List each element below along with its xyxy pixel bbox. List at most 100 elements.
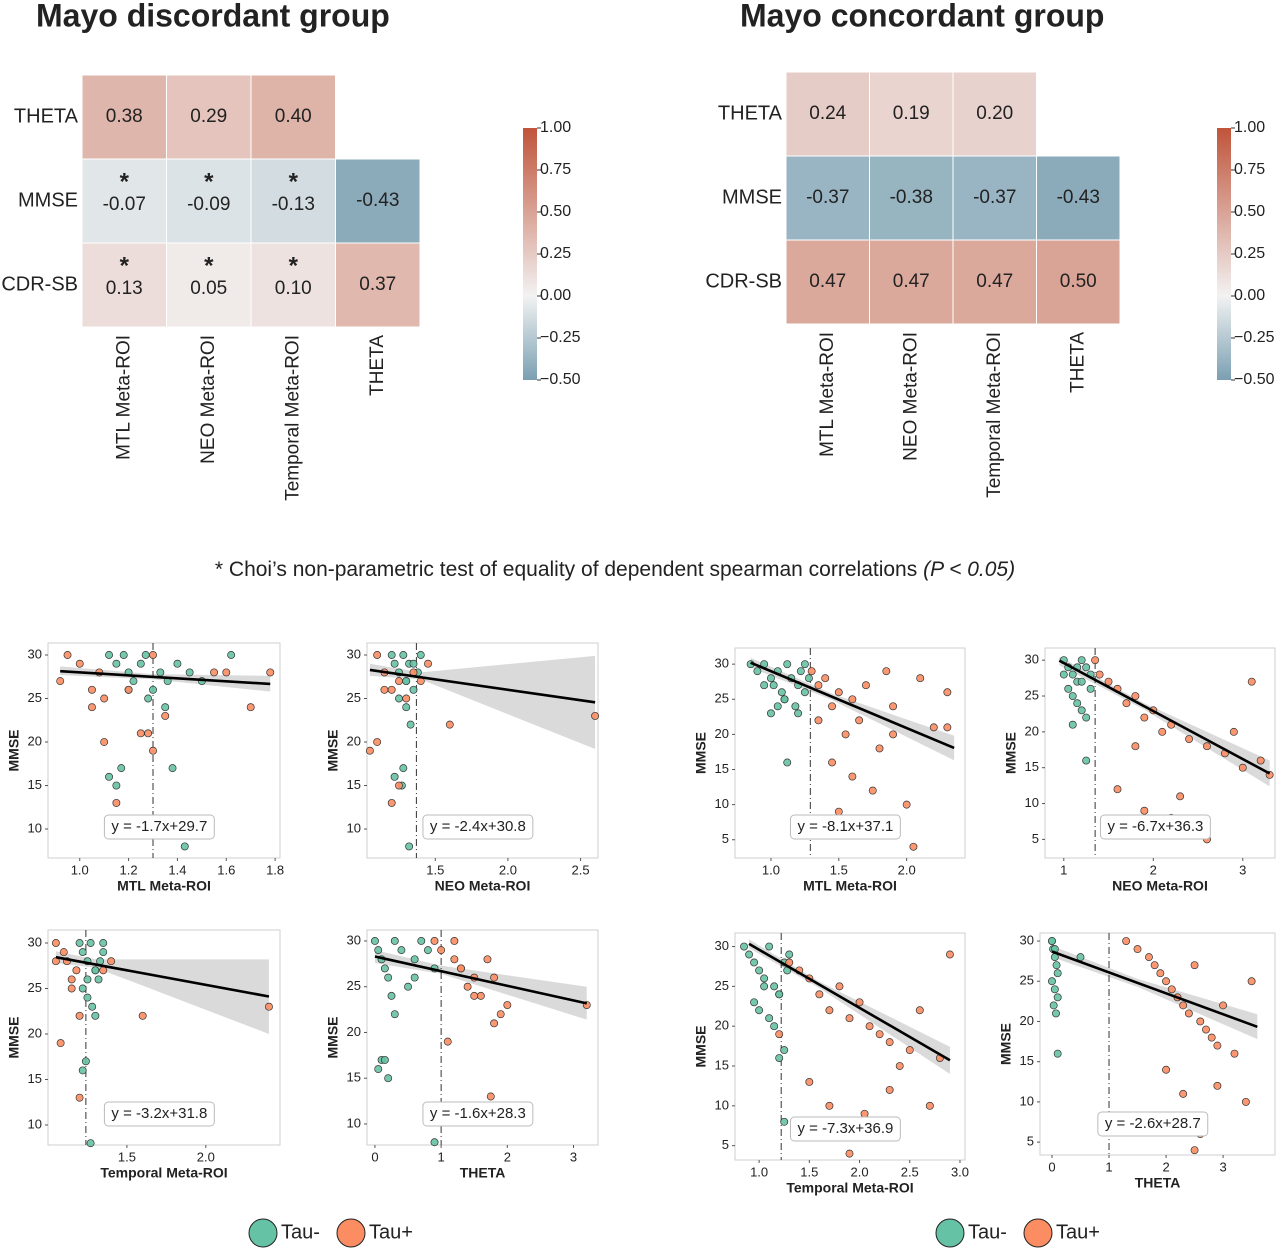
data-point [395, 781, 403, 790]
data-point [424, 659, 432, 668]
data-point [1052, 961, 1061, 970]
data-point [855, 998, 864, 1007]
y-tick-label: 25 [347, 978, 361, 993]
data-point [770, 1022, 779, 1031]
y-axis-label: MMSE [998, 1023, 1014, 1065]
data-point [1167, 985, 1176, 994]
equation-label: y = -3.2x+31.8 [111, 1105, 207, 1122]
data-point [1068, 720, 1077, 729]
y-tick-label: 15 [1020, 1053, 1034, 1068]
row-label: CDR-SB [705, 270, 782, 292]
heatmap-cell [81, 158, 167, 244]
colorbar-tick-label: 0.75 [540, 161, 571, 178]
data-point [1113, 785, 1122, 794]
data-point [387, 651, 396, 659]
heatmap-cell [869, 155, 954, 241]
y-tick-label: 5 [722, 831, 729, 846]
x-tick-label: 1 [1060, 862, 1067, 877]
data-point [785, 950, 794, 959]
data-point [889, 730, 898, 739]
heatmap-cell [1036, 239, 1121, 325]
regression-line [750, 661, 955, 750]
equation-label: y = -6.7x+36.3 [1107, 818, 1203, 835]
data-point [755, 966, 764, 975]
cell-value: -0.07 [103, 194, 146, 215]
x-axis-label: MTL Meta-ROI [117, 878, 211, 894]
data-point [1050, 985, 1059, 994]
data-point [777, 688, 786, 697]
y-axis-label: MMSE [693, 1026, 709, 1068]
data-point [783, 758, 792, 767]
heatmap-cell [250, 74, 336, 160]
colorbar [1217, 128, 1231, 380]
data-point [1179, 1089, 1188, 1098]
data-point [1122, 699, 1131, 708]
y-tick-label: 30 [1020, 932, 1034, 947]
colorbar-tick-label: 0.00 [540, 287, 571, 304]
data-point [1207, 1033, 1216, 1042]
data-point [815, 990, 824, 999]
y-tick-label: 20 [1020, 1013, 1034, 1028]
cell-value: 0.13 [106, 278, 143, 299]
significance-star: * [289, 252, 299, 279]
data-point [765, 942, 774, 951]
data-point [75, 939, 84, 947]
data-point [868, 786, 877, 795]
data-point [1095, 670, 1104, 679]
y-tick-label: 5 [1027, 1134, 1034, 1149]
legend-swatch [1023, 1218, 1053, 1248]
data-point [402, 677, 411, 686]
data-point [129, 677, 138, 686]
data-point [1158, 727, 1167, 736]
data-point [384, 1074, 393, 1083]
colorbar-tick-label: −0.50 [1234, 371, 1275, 388]
data-point [905, 1046, 914, 1055]
legend-swatch [248, 1218, 278, 1248]
y-axis-label: MMSE [325, 730, 341, 772]
y-tick-label: 20 [28, 733, 42, 748]
data-point [374, 946, 383, 955]
data-point [112, 659, 121, 668]
colorbar-tick-label: −0.50 [540, 371, 581, 388]
data-point [180, 842, 189, 851]
data-point [1203, 742, 1211, 751]
equation-box [789, 1116, 901, 1142]
data-point [1185, 735, 1194, 743]
data-point [483, 955, 492, 964]
row-label: CDR-SB [1, 273, 78, 295]
data-point [753, 667, 762, 676]
data-point [227, 651, 236, 659]
data-point [99, 948, 108, 957]
data-point [136, 659, 145, 668]
data-point [943, 688, 952, 697]
data-point [1162, 1065, 1171, 1074]
column-label: MTL Meta-ROI [817, 332, 838, 457]
equation-label: y = -7.3x+36.9 [797, 1120, 893, 1137]
data-point [124, 685, 133, 694]
data-point [775, 990, 784, 999]
x-axis-label: Temporal Meta-ROI [786, 1180, 913, 1196]
y-tick-label: 20 [347, 733, 361, 748]
data-point [1156, 969, 1165, 978]
y-tick-label: 30 [347, 646, 361, 661]
x-tick-label: 2 [504, 1149, 511, 1164]
regression-line [748, 942, 951, 1062]
data-point [889, 702, 898, 711]
colorbar-tick-label: 0.25 [540, 245, 571, 262]
cell-value: 0.20 [976, 103, 1013, 124]
data-point [265, 1002, 273, 1011]
equation-label: y = -2.6x+28.7 [1105, 1115, 1201, 1132]
x-tick-label: 1.0 [71, 862, 89, 877]
data-point [88, 1002, 97, 1011]
y-tick-label: 25 [715, 691, 729, 706]
data-point [755, 1006, 764, 1015]
data-point [1082, 663, 1091, 672]
data-point [1068, 670, 1077, 679]
data-point [828, 758, 836, 767]
x-tick-label: 1.6 [217, 862, 235, 877]
legend-label: Tau+ [369, 1221, 413, 1243]
regression-line [60, 669, 271, 686]
data-point [86, 939, 95, 947]
data-point [75, 659, 84, 668]
data-point [865, 1022, 874, 1031]
